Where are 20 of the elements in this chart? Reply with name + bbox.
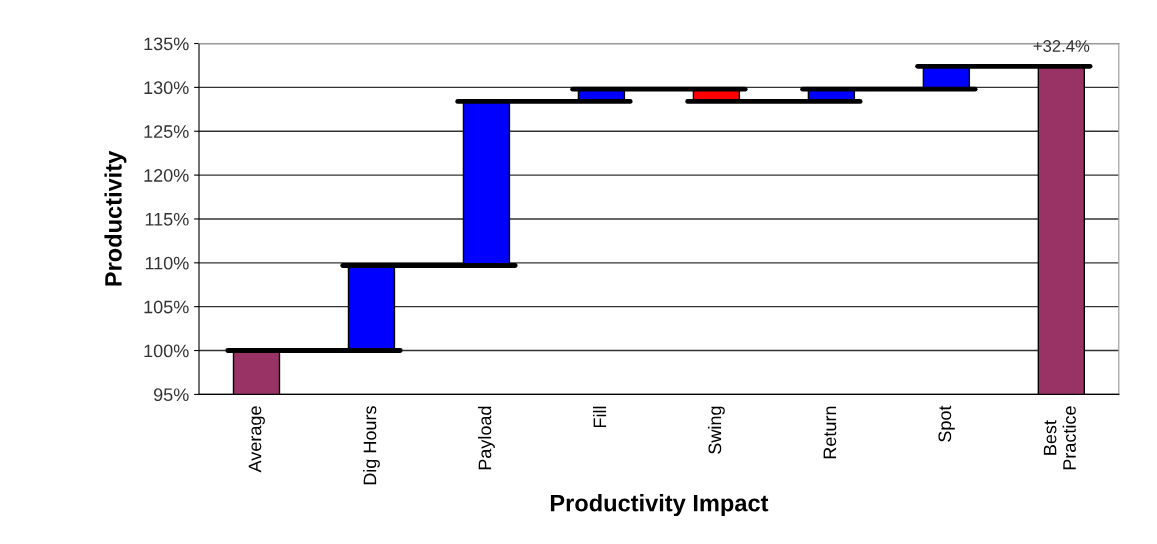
y-tick-label: 135% [144,37,189,51]
y-tick-label: 130% [144,81,189,95]
x-tick-label: Return [823,406,837,459]
x-tick-label: Best Practice [1043,406,1076,470]
y-tick-label: 120% [144,169,189,182]
y-tick-label: 95% [153,388,189,402]
y-tick-label: 100% [144,344,189,358]
x-tick-label: Payload [478,406,495,470]
annotation: +32.4% [1033,40,1090,52]
y-tick-label: 105% [144,300,189,314]
x-tick-label: Fill [593,406,607,428]
x-tick-label: Spot [938,405,955,442]
x-tick-label: Swing [707,406,725,454]
y-axis-title: Productivity [104,150,127,286]
y-tick-label: 115% [145,212,189,226]
y-tick-label: 125% [144,125,189,138]
x-tick-label: Average [248,406,265,473]
x-tick-label: Dig Hours [363,406,380,485]
x-axis-title: Productivity Impact [550,494,769,517]
y-tick-label: 110% [145,256,189,270]
